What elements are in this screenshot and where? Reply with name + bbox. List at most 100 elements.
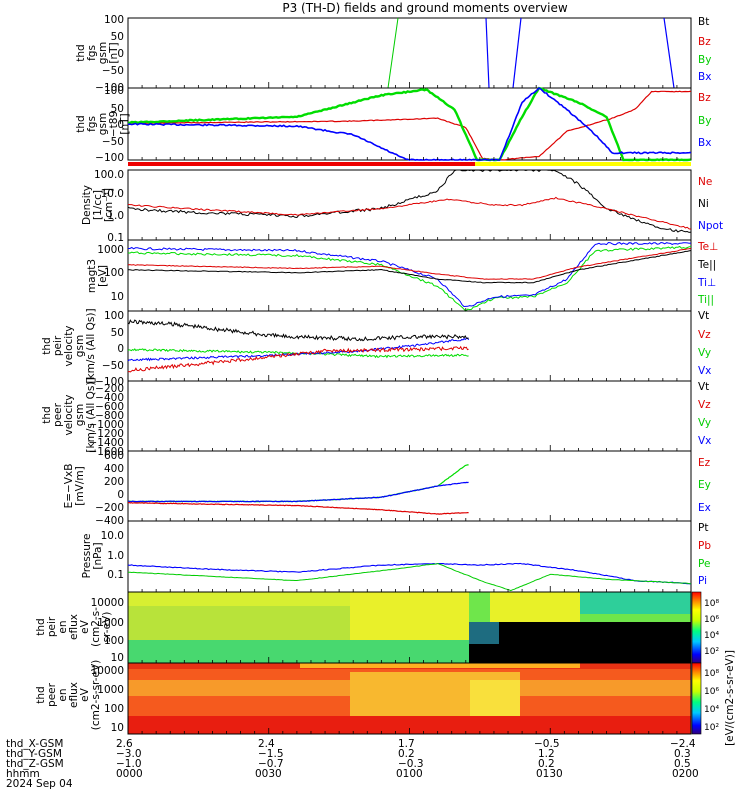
ytick: 0.1 <box>107 569 124 581</box>
ytick: 1.0 <box>107 210 124 222</box>
ytick: −800 <box>95 410 124 422</box>
x-value: 0100 <box>396 768 423 780</box>
series-by <box>387 17 399 89</box>
series-by <box>128 86 692 162</box>
series-ne <box>127 196 692 230</box>
ylabel: (cm2-s- <box>90 607 102 647</box>
ylabel: fgs <box>86 45 98 61</box>
x-value: 2.4 <box>258 738 275 750</box>
ytick: 10.0 <box>101 530 124 542</box>
x-value: −0.3 <box>398 758 424 770</box>
ytick: −50 <box>102 360 124 372</box>
colorbar-tick: 10² <box>704 647 719 657</box>
x-value: 0.2 <box>538 758 555 770</box>
ylabel: E=−VxB <box>63 464 75 509</box>
ytick: 0.1 <box>107 232 124 244</box>
colorbar-tick: 10⁸ <box>704 669 719 679</box>
ylabel: (cm2-s-sr-eV) <box>90 660 102 730</box>
spectrogram-band <box>350 592 469 640</box>
series-bx <box>485 17 490 89</box>
ylabel: velocity <box>63 394 75 435</box>
mode-bar-fast-survey <box>475 162 691 166</box>
colorbar <box>691 591 702 664</box>
spectrogram-band <box>490 592 580 622</box>
panel-frame <box>127 520 692 593</box>
plot-title: P3 (TH-D) fields and ground moments over… <box>282 1 567 15</box>
legend-item: Vt <box>698 310 709 322</box>
legend-item: Npot <box>698 220 723 232</box>
panel-frame <box>127 380 692 452</box>
x-value: 0.3 <box>674 748 691 760</box>
spectrogram-band <box>469 622 499 644</box>
series-bx <box>127 86 692 161</box>
spectrogram-band <box>580 592 691 614</box>
series-vt <box>127 319 469 342</box>
ylabel: [km/s (All Qs)] <box>85 308 97 383</box>
ylabel: thd <box>41 406 53 423</box>
panel-frame <box>127 169 692 241</box>
ylabel: peer <box>52 402 64 427</box>
ytick: 1000 <box>97 244 124 256</box>
ytick: −1000 <box>88 419 124 431</box>
ytick: 1000 <box>97 617 124 629</box>
ytick: 100 <box>104 267 124 279</box>
series-ez <box>127 501 469 515</box>
mode-bar-slow-survey <box>128 162 475 166</box>
row-label: thd_Z-GSM <box>6 758 64 770</box>
ytick: 0 <box>117 48 124 60</box>
ytick: 50 <box>111 31 124 43</box>
spectrogram-band <box>300 663 580 668</box>
x-value: 1.2 <box>538 748 555 760</box>
series-ex <box>128 481 469 503</box>
ytick: −1400 <box>88 437 124 449</box>
legend-item: Te⊥ <box>697 241 718 253</box>
ytick: 10 <box>111 722 124 734</box>
ylabel: velocity <box>63 325 75 366</box>
panel-peir-spectrogram: 10000 1000 100 10 thd peir en eflux eV (… <box>35 591 719 664</box>
x-value: −1.0 <box>116 758 142 770</box>
ylabel: eflux <box>68 682 80 708</box>
x-axis-ticks <box>127 82 692 734</box>
ytick: 100 <box>104 635 124 647</box>
colorbar-tick: 10² <box>704 723 719 733</box>
ylabel: sr-eV) <box>101 612 113 643</box>
legend-item: Ez <box>698 457 711 469</box>
ylabel: thd <box>41 337 53 354</box>
x-value: 0200 <box>672 768 699 780</box>
ytick: −400 <box>95 392 124 404</box>
spectrogram-band <box>470 680 520 720</box>
panel-frame <box>127 17 692 89</box>
ylabel: Pressure <box>81 534 93 579</box>
ytick: 1000 <box>97 684 124 696</box>
x-value: −0.5 <box>534 738 560 750</box>
spectrogram-band <box>128 640 469 663</box>
series-te-perp <box>127 247 692 280</box>
ytick: 1.0 <box>107 550 124 562</box>
ylabel: magt3 <box>86 259 98 293</box>
ytick: −200 <box>95 383 124 395</box>
x-value: 0.2 <box>398 748 415 760</box>
ylabel: −t89 <box>108 111 120 137</box>
ytick: −1200 <box>88 428 124 440</box>
ytick: 10000 <box>91 597 124 609</box>
legend-item: By <box>698 115 711 127</box>
colorbar-tick: 10⁸ <box>704 599 719 609</box>
ytick: −100 <box>95 152 124 164</box>
ytick: 100 <box>104 14 124 26</box>
ylabel: peer <box>46 682 58 707</box>
ylabel: thd <box>35 686 47 703</box>
x-value: 0030 <box>255 768 282 780</box>
ytick: 100 <box>104 310 124 322</box>
ytick: −600 <box>95 401 124 413</box>
ytick: 50 <box>111 103 124 115</box>
legend-item: Pe <box>698 558 710 570</box>
x-value: 2.6 <box>116 738 133 750</box>
ytick: 10.0 <box>101 188 124 200</box>
ytick: 100 <box>104 85 124 97</box>
legend-item: Vy <box>698 417 711 429</box>
ylabel: [km/s (All Qs)] <box>85 377 97 452</box>
legend-item: Te|| <box>697 259 716 271</box>
series-ni <box>127 169 692 233</box>
legend-item: Pi <box>698 575 707 587</box>
ytick: −50 <box>102 136 124 148</box>
